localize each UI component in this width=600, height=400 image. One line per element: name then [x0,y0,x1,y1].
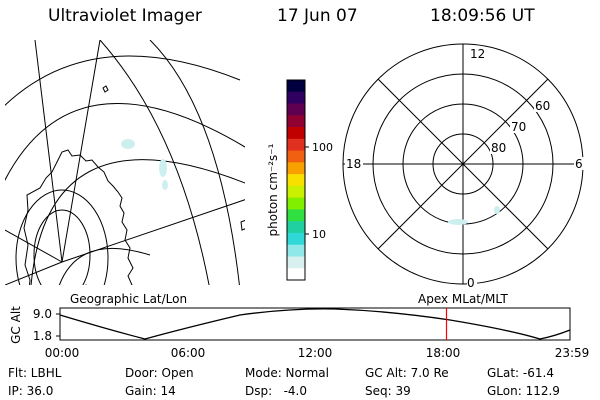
mode-readout: Mode: Normal [245,366,329,380]
timeline-right-label: Apex MLat/MLT [418,292,508,306]
island-outline [240,219,245,231]
polar-labels: 12 18 6 0 60 70 80 [345,47,584,290]
colorbar-cell [287,174,305,187]
colorbar-gradient [287,80,305,281]
polar-mlt-plot [342,43,584,285]
polar-aurora-emission [448,206,500,225]
mlt-label-0: 0 [467,276,475,290]
mlat-label-80: 80 [491,141,506,155]
colorbar-cell [287,185,305,199]
island-outline [102,85,109,93]
colorbar-unit-label: photon cm⁻²s⁻¹ [266,143,280,236]
mlt-label-12: 12 [470,47,485,61]
geographic-map-panel [5,40,245,285]
y-tick-label: 1.8 [33,329,52,343]
mlat-label-70: 70 [511,120,526,134]
mlat-label-60: 60 [535,99,550,113]
timeline-frame [59,307,571,341]
colorbar-cell [287,209,305,222]
continent-outline [23,149,134,285]
orbit-timeline: Geographic Lat/Lon Apex MLat/MLT 9.0 1.8… [9,292,589,360]
glon-readout: GLon: 112.9 [487,384,560,398]
y-tick-label: 9.0 [33,307,52,321]
instrument-title: Ultraviolet Imager [48,6,202,26]
colorbar: 100 10 photon cm⁻²s⁻¹ [266,79,333,281]
longitude-line [61,199,245,263]
colorbar-frame [286,79,306,281]
ip-readout: IP: 36.0 [8,384,54,398]
x-tick-label: 12:00 [298,346,333,360]
mlt-label-18: 18 [346,157,361,171]
longitude-line [5,261,63,285]
latitude-arc [5,102,245,182]
latitude-ring [15,189,109,285]
filter-readout: Flt: LBHL [8,366,62,380]
dsp-readout: Dsp: -4.0 [245,384,308,398]
colorbar-cell [287,162,305,175]
time-label: 18:09:56 UT [430,6,535,26]
colorbar-cell [287,197,305,210]
mlt-label-6: 6 [575,157,583,171]
y-axis-label: GC Alt [9,306,23,344]
longitude-line [149,40,240,285]
colorbar-cell [287,221,305,234]
latitude-arc [30,159,245,285]
colorbar-tick-label: 100 [312,141,333,154]
timeline-left-label: Geographic Lat/Lon [70,292,187,306]
longitude-line [5,229,63,263]
door-readout: Door: Open [125,366,194,380]
colorbar-tick-label: 10 [312,228,326,241]
longitude-line [61,40,101,263]
colorbar-cell [287,115,305,128]
gain-readout: Gain: 14 [125,384,176,398]
altitude-curve [59,308,571,340]
latitude-ring [33,209,91,285]
x-tick-label: 18:00 [426,346,461,360]
colorbar-cell [287,244,305,257]
aurora-emission [121,139,168,190]
colorbar-cell [287,80,305,93]
longitude-line [99,40,210,285]
x-tick-label: 23:59 [555,346,590,360]
gc-alt-readout: GC Alt: 7.0 Re [365,366,449,380]
longitude-line [34,40,63,263]
colorbar-cell [287,127,305,140]
colorbar-cell [287,150,305,163]
colorbar-cell [287,232,305,246]
latitude-arc [5,55,241,107]
colorbar-cell [287,138,305,152]
x-tick-label: 00:00 [45,346,80,360]
colorbar-cell [287,103,305,116]
colorbar-cell [287,256,305,269]
x-tick-label: 06:00 [171,346,206,360]
mlt-meridian [377,78,549,250]
seq-readout: Seq: 39 [365,384,411,398]
colorbar-cell [287,91,305,105]
date-label: 17 Jun 07 [277,6,358,26]
colorbar-cell [287,268,305,281]
glat-readout: GLat: -61.4 [487,366,554,380]
